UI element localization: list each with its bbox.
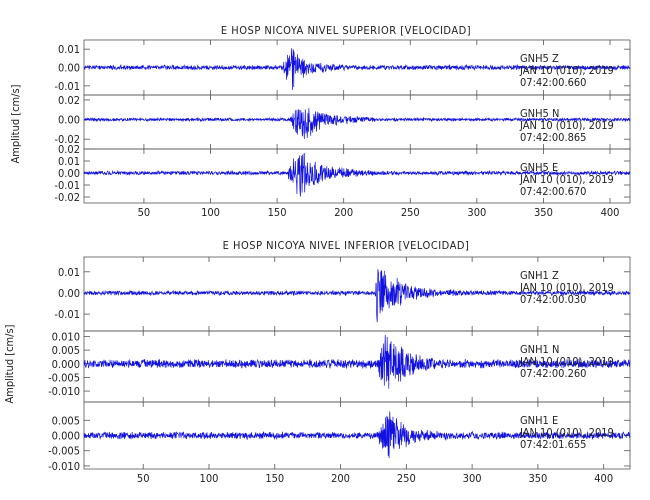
station-label: GNH1 E: [520, 414, 558, 427]
y-tick-label: 0.01: [58, 266, 80, 279]
bottom-x-tick-label: 350: [528, 472, 547, 485]
y-tick-label: 0.00: [58, 62, 80, 75]
waveform-trace-gnh5-z: [83, 48, 631, 91]
station-label: GNH1 Z: [520, 269, 559, 282]
top-x-tick-label: 250: [401, 206, 420, 219]
station-label: GNH5 Z: [520, 52, 559, 65]
bottom-x-tick-label: 400: [594, 472, 613, 485]
top-chart-title: E HOSP NICOYA NIVEL SUPERIOR [VELOCIDAD]: [221, 24, 471, 37]
time-label: 07:42:00.865: [520, 131, 586, 144]
y-tick-label: 0.01: [58, 155, 80, 168]
top-x-tick-label: 400: [601, 206, 620, 219]
y-tick-label: -0.02: [54, 191, 80, 204]
waveform-trace-gnh1-z: [83, 269, 631, 323]
bottom-x-tick-label: 300: [463, 472, 482, 485]
time-label: 07:42:00.660: [520, 76, 586, 89]
bottom-y-axis-label: Amplitud [cm/s]: [3, 324, 16, 403]
y-tick-label: 0.00: [58, 167, 80, 180]
y-tick-label: -0.010: [48, 460, 80, 473]
top-x-tick-label: 300: [467, 206, 486, 219]
y-tick-label: 0.01: [58, 43, 80, 56]
y-tick-label: -0.005: [48, 371, 80, 384]
y-tick-label: -0.005: [48, 445, 80, 458]
date-label: JAN 10 (010), 2019: [519, 64, 614, 77]
bottom-x-tick-label: 250: [397, 472, 416, 485]
bottom-x-tick-label: 150: [265, 472, 284, 485]
y-tick-label: -0.010: [48, 385, 80, 398]
y-tick-label: -0.01: [54, 308, 80, 321]
y-tick-label: 0.005: [52, 414, 80, 427]
bottom-chart-title: E HOSP NICOYA NIVEL INFERIOR [VELOCIDAD]: [223, 239, 470, 252]
top-x-tick-label: 150: [268, 206, 287, 219]
waveform-trace-gnh1-n: [83, 334, 631, 389]
time-label: 07:42:00.030: [520, 293, 586, 306]
y-tick-label: -0.01: [54, 80, 80, 93]
panel-frame: [83, 148, 631, 204]
date-label: JAN 10 (010), 2019: [519, 355, 614, 368]
y-tick-label: -0.02: [54, 133, 80, 146]
y-tick-label: 0.02: [58, 143, 80, 156]
bottom-x-tick-label: 50: [137, 472, 150, 485]
y-tick-label: 0.000: [52, 358, 80, 371]
top-x-tick-label: 350: [534, 206, 553, 219]
y-tick-label: 0.010: [52, 330, 80, 343]
time-label: 07:42:00.670: [520, 185, 586, 198]
top-y-axis-label: Amplitud [cm/s]: [9, 84, 22, 163]
time-label: 07:42:01.655: [520, 438, 586, 451]
date-label: JAN 10 (010), 2019: [519, 173, 614, 186]
time-label: 07:42:00.260: [520, 367, 586, 380]
bottom-x-tick-label: 200: [331, 472, 350, 485]
top-x-tick-label: 200: [334, 206, 353, 219]
date-label: JAN 10 (010), 2019: [519, 426, 614, 439]
station-label: GNH5 N: [520, 107, 559, 120]
y-tick-label: 0.000: [52, 430, 80, 443]
bottom-x-tick-label: 100: [200, 472, 219, 485]
waveform-trace-gnh1-e: [83, 411, 631, 459]
station-label: GNH5 E: [520, 161, 558, 174]
top-x-tick-label: 50: [138, 206, 151, 219]
y-tick-label: 0.00: [58, 287, 80, 300]
y-tick-label: 0.02: [58, 94, 80, 107]
top-x-tick-label: 100: [201, 206, 220, 219]
bottom-chart: 50 100 150 200 250 300 350 400 0.01 0.00 -0.01 GNH1…: [48, 256, 631, 485]
date-label: JAN 10 (010), 2019: [519, 119, 614, 132]
y-tick-label: 0.00: [58, 114, 80, 127]
station-label: GNH1 N: [520, 343, 559, 356]
waveform-trace-gnh5-n: [83, 108, 631, 140]
top-chart: 50 100 150 200 250 300 350 4000.010.00-0.01GNH5…: [54, 39, 631, 219]
y-tick-label: 0.005: [52, 344, 80, 357]
date-label: JAN 10 (010), 2019: [519, 281, 614, 294]
y-tick-label: -0.01: [54, 179, 80, 192]
waveform-trace-gnh5-e: [83, 153, 631, 197]
